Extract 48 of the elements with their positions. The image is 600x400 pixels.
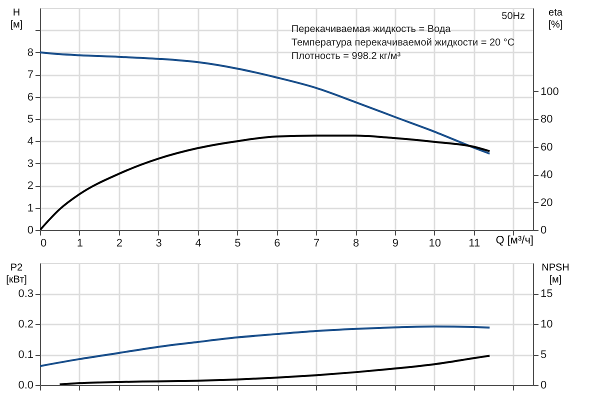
y-tick-label: 2 <box>27 180 34 192</box>
y-tick-label: 5 <box>27 114 34 126</box>
x-tick-label: 11 <box>468 238 480 250</box>
x-tick-label: 3 <box>156 238 162 250</box>
x-tick-label: 4 <box>195 238 202 250</box>
y2-tick-label: 5 <box>540 349 547 361</box>
y-tick-label: 0 <box>27 224 34 236</box>
y2-tick-label: 20 <box>540 196 553 209</box>
line-series <box>40 51 491 155</box>
x-tick-label: 6 <box>274 238 280 250</box>
x-tick-label: 8 <box>352 238 360 250</box>
x-tick-label: 1 <box>76 238 84 250</box>
annotation: Плотность = 998.2 кг/м³ <box>291 51 402 62</box>
y2-axis-title: eta [%] <box>548 8 563 30</box>
y2-tick-label: 15 <box>540 288 553 300</box>
y-tick-label: 4 <box>27 136 34 148</box>
y2-tick-label: 80 <box>540 114 553 126</box>
y-tick-label: 0.3 <box>18 288 34 300</box>
x-tick-label: 10 <box>428 238 442 250</box>
y2-tick-label: 10 <box>540 318 553 330</box>
x-tick-label: 0 <box>40 238 47 250</box>
y-axis-title: P2 [кВт] <box>6 262 28 286</box>
y-tick-label: 0.2 <box>18 318 34 330</box>
x-tick-label: 7 <box>314 238 320 250</box>
y2-tick-label: 0 <box>540 380 547 392</box>
y-axis-title: H [м] <box>10 8 23 30</box>
y2-tick-label: 100 <box>540 86 559 98</box>
x-tick-label: 5 <box>234 238 241 250</box>
y-tick-label: 0.1 <box>18 349 34 361</box>
y2-tick-label: 60 <box>540 141 553 154</box>
y2-axis-title: NPSH [м] <box>542 262 570 286</box>
chart-title: 50Hz <box>502 11 525 22</box>
y-tick-label: 1 <box>27 202 34 214</box>
line-series <box>58 354 491 385</box>
x-axis-title: Q [м³/ч] <box>496 234 534 246</box>
y-tick-label: 8 <box>27 46 34 59</box>
line-series <box>40 134 491 230</box>
x-tick-label: 2 <box>116 238 122 250</box>
y2-tick-label: 0 <box>540 224 547 236</box>
y-tick-label: 7 <box>27 69 34 82</box>
annotation: Перекачиваемая жидкость = Вода <box>291 24 452 35</box>
y2-tick-label: 40 <box>540 169 553 181</box>
y-tick-label: 3 <box>27 158 34 170</box>
annotation: Температура перекачиваемой жидкости = 20 °C <box>291 38 515 48</box>
x-tick-label: 9 <box>392 238 399 250</box>
y-tick-label: 6 <box>27 91 34 104</box>
y-tick-label: 0.0 <box>18 380 34 392</box>
line-series <box>40 325 491 368</box>
